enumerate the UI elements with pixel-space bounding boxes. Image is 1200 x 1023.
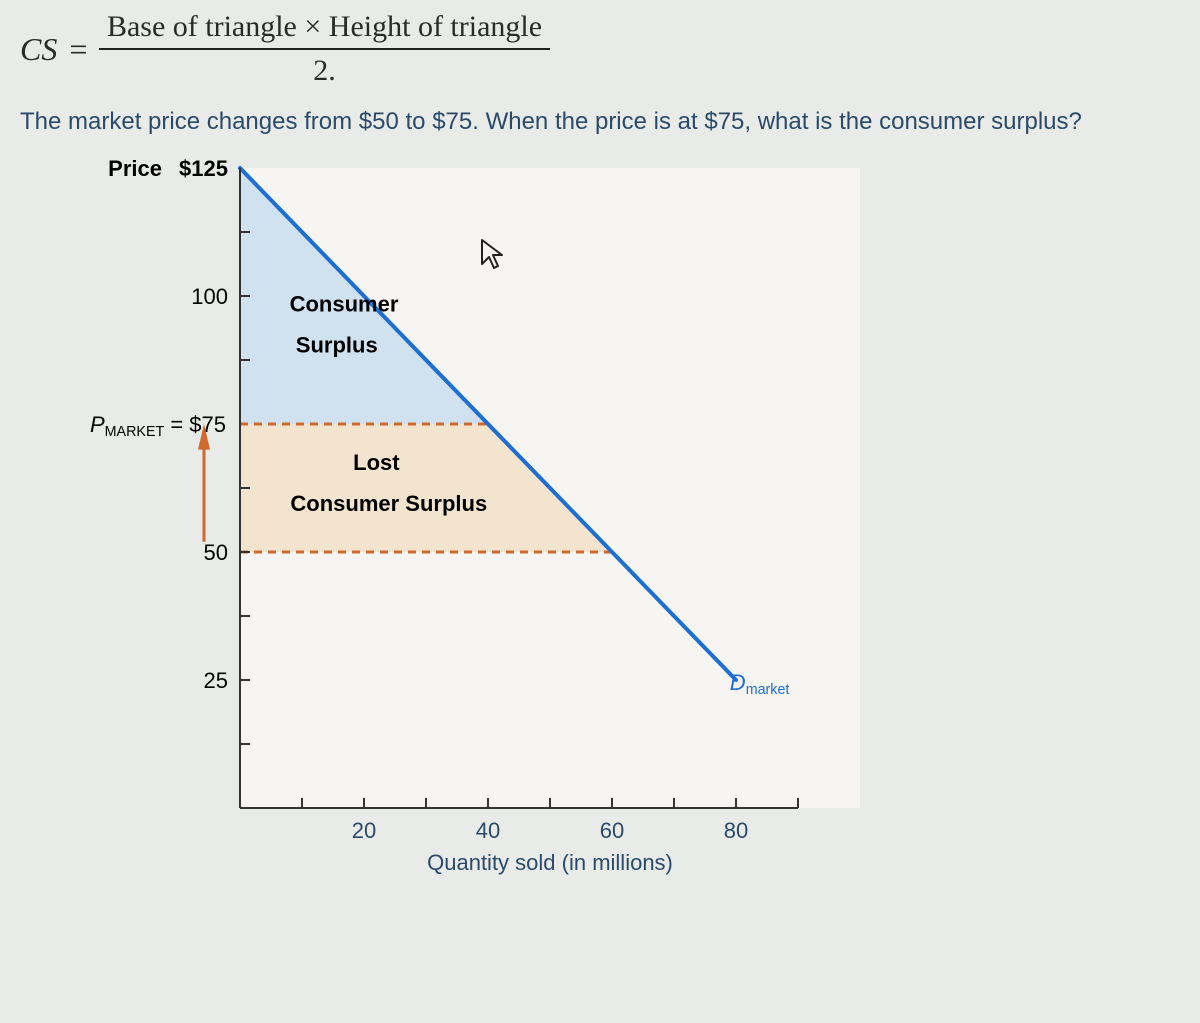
lost-label-2: Consumer Surplus xyxy=(290,491,487,516)
y-tick-label: 25 xyxy=(204,668,228,693)
x-tick-label: 40 xyxy=(476,818,500,843)
y-axis-title: Price xyxy=(108,156,162,181)
formula-denominator: 2. xyxy=(313,50,336,88)
y-tick-label: 100 xyxy=(191,284,228,309)
chart-svg: 2550100$125PricePMARKET = $7520406080Qua… xyxy=(40,148,940,908)
y-tick-label: 50 xyxy=(204,540,228,565)
formula-fraction: Base of triangle × Height of triangle 2. xyxy=(99,10,550,88)
y-top-label: $125 xyxy=(179,156,228,181)
cs-label-1: Consumer xyxy=(290,292,399,317)
formula-eq: = xyxy=(67,31,89,68)
x-axis-label: Quantity sold (in millions) xyxy=(427,850,673,875)
x-tick-label: 60 xyxy=(600,818,624,843)
formula-numerator: Base of triangle × Height of triangle xyxy=(99,10,550,50)
question-text: The market price changes from $50 to $75… xyxy=(20,106,1180,138)
cs-formula: CS = Base of triangle × Height of triang… xyxy=(20,10,1180,88)
lost-label-1: Lost xyxy=(353,450,400,475)
x-tick-label: 80 xyxy=(724,818,748,843)
consumer-surplus-chart: 2550100$125PricePMARKET = $7520406080Qua… xyxy=(40,148,940,928)
cs-label-2: Surplus xyxy=(296,333,378,358)
x-tick-label: 20 xyxy=(352,818,376,843)
formula-lhs: CS xyxy=(20,31,57,68)
